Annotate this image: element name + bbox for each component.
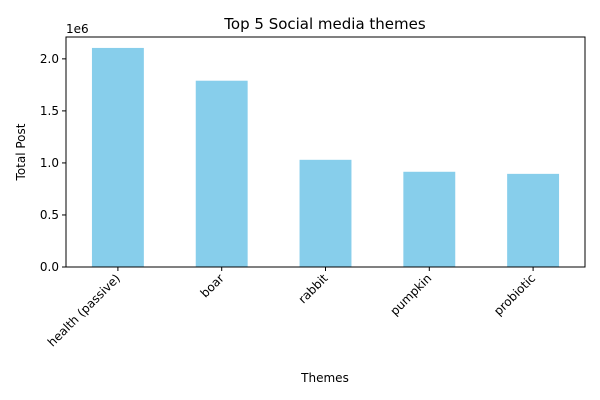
x-tick-label: health (passive) <box>45 271 123 349</box>
bar <box>507 173 560 267</box>
x-tick-label: rabbit <box>296 271 331 306</box>
plot-area: 0.0 0.5 1.0 1.5 2.0 health (passive) boar rabbi… <box>40 36 586 349</box>
x-tick-label: boar <box>198 271 227 300</box>
chart-title: Top 5 Social media themes <box>223 15 426 33</box>
bar <box>403 171 456 267</box>
y-tick-label: 0.5 <box>40 208 59 222</box>
y-tick-label: 1.0 <box>40 156 59 170</box>
y-tick-label: 0.0 <box>40 260 59 274</box>
x-axis-label: Themes <box>300 371 349 385</box>
x-tick-label: probiotic <box>491 271 538 318</box>
y-scale-label: 1e6 <box>66 22 89 36</box>
x-tick-label: pumpkin <box>387 271 434 318</box>
y-tick-label: 1.5 <box>40 104 59 118</box>
bar <box>195 80 248 267</box>
bar <box>299 159 352 267</box>
y-axis-label: Total Post <box>14 123 28 181</box>
y-tick-label: 2.0 <box>40 52 59 66</box>
bar <box>91 47 144 268</box>
